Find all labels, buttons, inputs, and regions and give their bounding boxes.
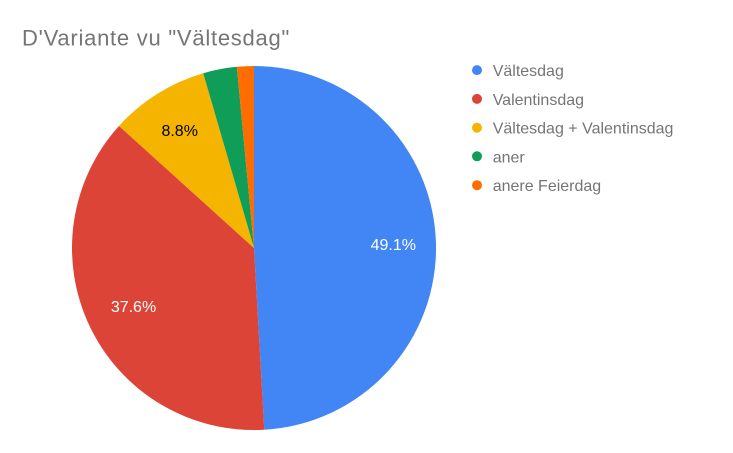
svg-text:aner: aner [493, 149, 526, 166]
svg-text:37.6%: 37.6% [111, 299, 156, 316]
svg-text:Valentinsdag: Valentinsdag [493, 92, 584, 109]
svg-text:Vältesdag + Valentinsdag: Vältesdag + Valentinsdag [493, 121, 674, 138]
svg-text:8.8%: 8.8% [161, 123, 197, 140]
svg-text:Vältesdag: Vältesdag [493, 63, 564, 80]
svg-text:anere Feierdag: anere Feierdag [493, 178, 602, 195]
svg-text:D'Variante vu "Vältesdag": D'Variante vu "Vältesdag" [22, 25, 290, 50]
svg-text:49.1%: 49.1% [371, 237, 416, 254]
